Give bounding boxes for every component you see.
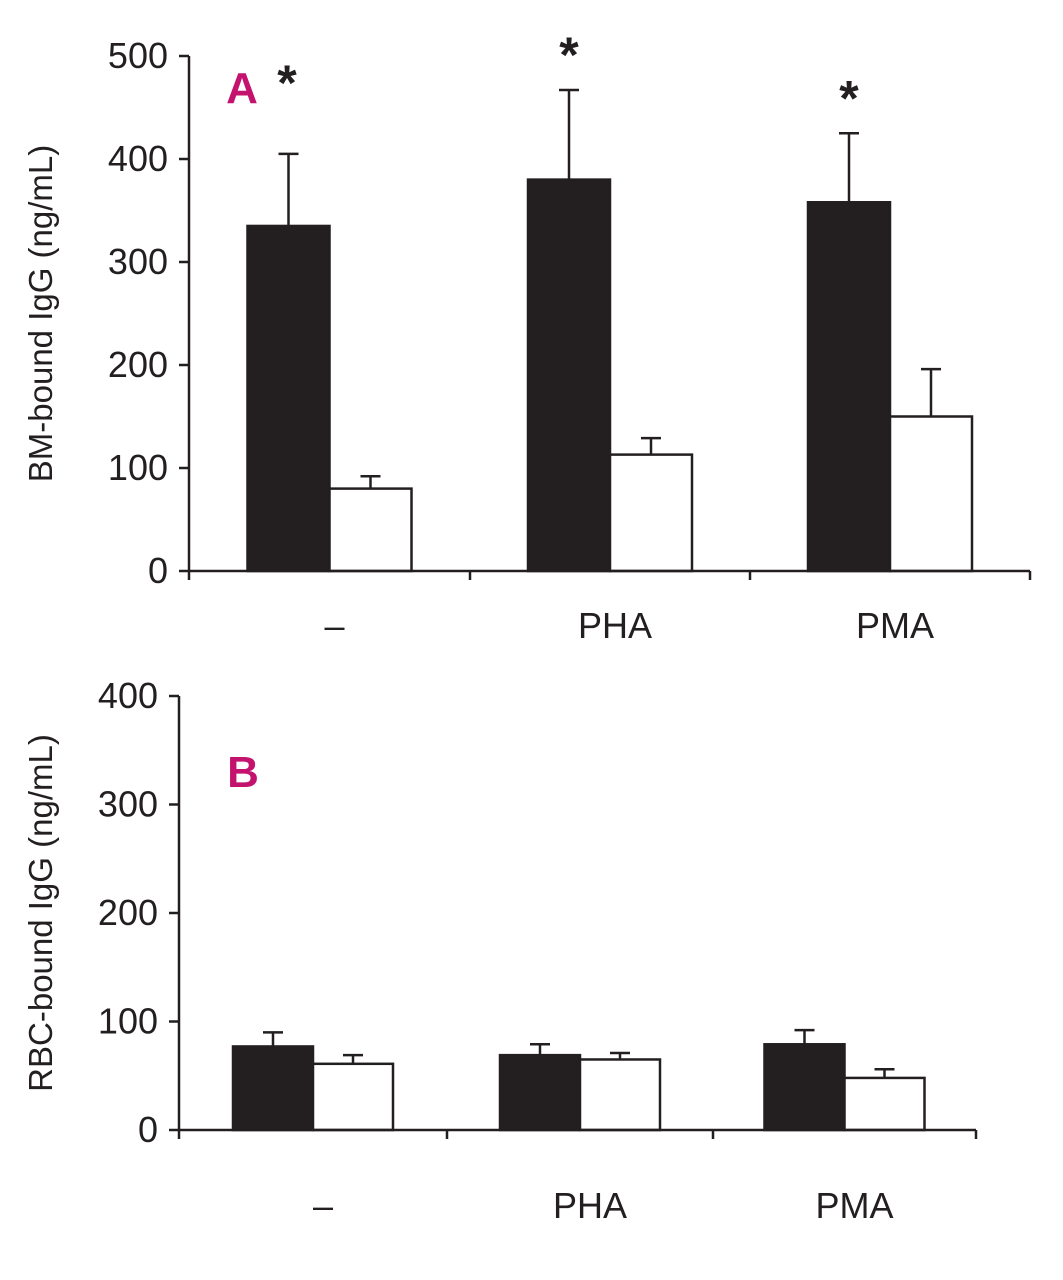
panel-b-y-tick-label-3: 300 xyxy=(98,784,158,825)
panel-a-bar-open-2 xyxy=(888,415,974,573)
panel-a-y-tick-label-5: 500 xyxy=(108,35,168,76)
panel-b-bar-open-0 xyxy=(311,1062,395,1132)
panel-b-y-axis-title: RBC-bound IgG (ng/mL) xyxy=(22,734,59,1092)
panel-a-y-tick-label-3: 300 xyxy=(108,241,168,282)
panel-a-category-label-0: – xyxy=(324,605,344,646)
panel-a-category-label-2: PMA xyxy=(856,605,934,646)
panel-a-bar-open-1 xyxy=(608,453,694,573)
panel-a-bar-filled-2 xyxy=(806,201,892,573)
panel-a-y-tick-label-0: 0 xyxy=(148,550,168,591)
panel-a-y-axis-title: BM-bound IgG (ng/mL) xyxy=(22,145,59,482)
panel-b-category-label-0: – xyxy=(313,1185,333,1226)
panel-b-y-tick-label-0: 0 xyxy=(138,1109,158,1150)
panel-a-bar-filled-1 xyxy=(526,178,612,573)
panel-b-category-label-1: PHA xyxy=(553,1185,627,1226)
panel-b-y-tick-label-2: 200 xyxy=(98,892,158,933)
panel-b-y-tick-label-4: 400 xyxy=(98,675,158,716)
panel-b-panel-label: B xyxy=(227,748,259,797)
panel-b-bar-filled-2 xyxy=(763,1043,846,1132)
panel-b-y-tick-label-1: 100 xyxy=(98,1001,158,1042)
panel-a-significance-mark-1: * xyxy=(559,27,579,83)
panel-b-category-label-2: PMA xyxy=(815,1185,893,1226)
panel-b-bar-filled-0 xyxy=(231,1045,315,1132)
panel-a-significance-mark-0: * xyxy=(277,55,297,111)
panel-b-bar-filled-1 xyxy=(498,1053,582,1132)
panel-a-chart: * * * 0 100 200 300 400 500 – PHA PMA BM-bound IgG (… xyxy=(22,27,1032,646)
panel-a-panel-label: A xyxy=(226,64,258,113)
panel-a-y-tick-label-4: 400 xyxy=(108,138,168,179)
panel-a-category-label-1: PHA xyxy=(578,605,652,646)
panel-a-y-tick-label-1: 100 xyxy=(108,447,168,488)
panel-a-y-tick-label-2: 200 xyxy=(108,344,168,385)
panel-a-bar-filled-0 xyxy=(246,224,331,573)
panel-a-significance-mark-2: * xyxy=(839,70,859,126)
panel-a-bar-open-0 xyxy=(328,487,413,573)
panel-b-bar-open-1 xyxy=(578,1058,662,1132)
panel-b-chart: 0 100 200 300 400 – PHA PMA RBC-bound IgG (ng/mL… xyxy=(22,675,978,1226)
panel-b-bar-open-2 xyxy=(843,1076,926,1132)
